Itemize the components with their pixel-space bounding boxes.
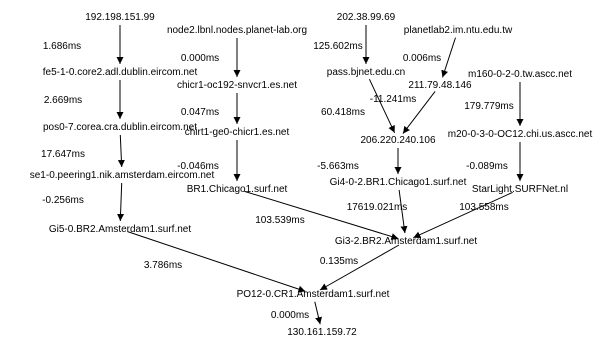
node-label: BR1.Chicago1.surf.net [187,184,288,195]
edges-layer [116,25,524,325]
node-label: 206.220.240.106 [360,135,436,146]
edge-latency-label: 60.418ms [321,107,365,118]
node-label: pos0-7.corea.cra.dublin.eircom.net [43,122,197,133]
edge-latency-label: 103.558ms [459,202,508,213]
edge-latency-label: 17.647ms [41,149,85,160]
edge-arrow [413,191,513,239]
node-label: Gi3-2.BR2.Amsterdam1.surf.net [335,236,477,247]
edge-latency-label: 125.602ms [313,41,362,52]
edge-arrow [314,301,322,325]
node-label: m160-0-2-0.tw.ascc.net [468,69,572,80]
edge-latency-label: 0.135ms [320,256,358,267]
edge-latency-label: 17619.021ms [347,202,408,213]
edge-arrow [117,134,125,168]
node-label: PO12-0.CR1.Amsterdam1.surf.net [237,289,390,300]
edge-arrow [402,91,436,134]
edge-latency-label: -11.241ms [370,94,417,105]
node-label: chirt1-ge0-chicr1.es.net [185,127,290,138]
edge-latency-label: -0.046ms [177,161,219,172]
node-label: 202.38.99.69 [337,12,396,23]
edge-latency-label: -0.256ms [42,195,84,206]
edge-latency-label: 3.786ms [144,260,182,271]
node-label: chicr1-oc192-snvcr1.es.net [177,80,297,91]
node-label: StarLight.SURFNet.nl [472,184,568,195]
node-label: Gi5-0.BR2.Amsterdam1.surf.net [49,224,191,235]
edge-latency-label: 2.669ms [44,95,82,106]
edge-latency-label: 0.000ms [181,53,219,64]
edge-arrow [319,244,400,291]
edge-latency-label: -0.089ms [466,161,508,172]
edge-arrow [127,231,306,293]
edge-latency-label: 0.047ms [181,107,219,118]
edge-arrow [398,189,408,234]
node-label: node2.lbnl.nodes.planet-lab.org [167,25,307,36]
edge-arrow [441,37,456,78]
edge-arrow [368,78,396,134]
node-label: 211.79.48.146 [408,80,472,91]
edge-latency-label: 1.686ms [43,41,81,52]
edge-latency-label: -5.663ms [317,161,359,172]
edge-arrow [244,190,399,240]
node-label: fe5-1-0.core2.adl.dublin.eircom.net [43,67,198,78]
node-label: Gi4-0-2.BR1.Chicago1.surf.net [330,177,467,188]
edge-latency-label: 179.779ms [464,101,513,112]
edge-labels-layer: 1.686ms 2.669ms 17.647ms -0.256ms 3.786ms 0.0… [41,41,514,321]
edge-latency-label: 103.539ms [255,215,304,226]
nodes-layer: 192.198.151.99 fe5-1-0.core2.adl.dublin.e… [30,12,593,338]
node-label: planetlab2.im.ntu.edu.tw [404,25,513,36]
node-label: 130.161.159.72 [287,327,357,338]
node-label: 192.198.151.99 [85,12,155,23]
edge-latency-label: 0.000ms [271,310,309,321]
node-label: pass.bjnet.edu.cn [327,67,405,78]
edge-arrow [117,182,125,222]
node-label: se1-0.peering1.nik.amsterdam.eircom.net [30,170,215,181]
edge-latency-label: 0.006ms [403,53,441,64]
node-label: m20-0-3-0-OC12.chi.us.ascc.net [448,129,593,140]
